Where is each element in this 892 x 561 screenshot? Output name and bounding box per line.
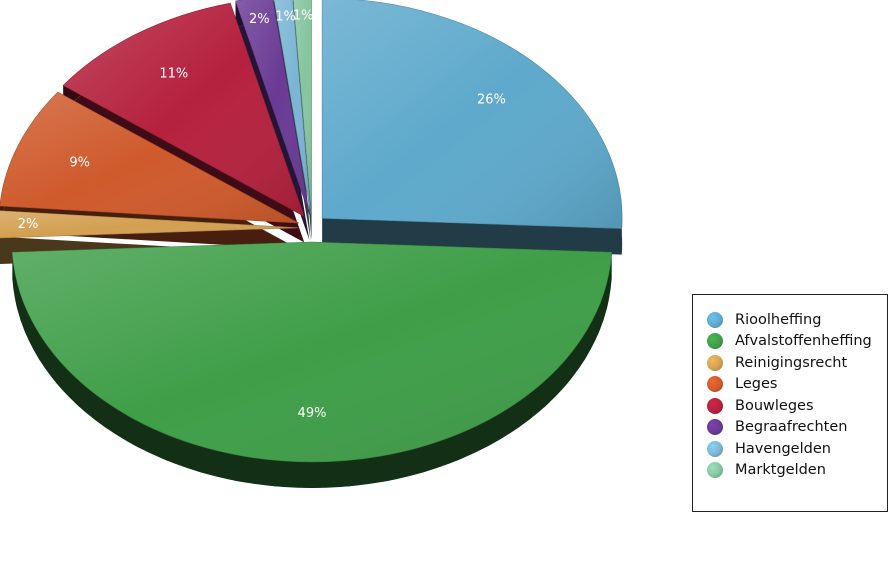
legend-item: Reinigingsrecht <box>707 352 887 374</box>
chart-legend: Rioolheffing Afvalstoffenheffing Reiniging… <box>692 294 888 512</box>
legend-swatch <box>707 376 723 393</box>
pie-slice-sheen <box>322 0 623 229</box>
pie-slice-sheen <box>63 3 305 217</box>
slice-label-afvalstoffenheffing: 49% <box>298 406 327 421</box>
slice-label-rioolheffing: 26% <box>477 92 506 107</box>
legend-swatch <box>707 333 723 350</box>
legend-label: Begraafrechten <box>735 419 848 436</box>
pie-slice-sheen <box>293 0 312 215</box>
slice-label-havengelden: 1% <box>275 9 296 24</box>
slice-label-marktgelden: 1% <box>293 9 314 24</box>
legend-swatch <box>707 462 723 479</box>
pie-slice-sheen <box>235 0 310 215</box>
legend-swatch <box>707 311 723 328</box>
legend-item: Marktgelden <box>707 460 887 482</box>
pie-slice-sheen <box>274 0 311 215</box>
legend-item: Rioolheffing <box>707 309 887 331</box>
legend-item: Begraafrechten <box>707 417 887 439</box>
legend-swatch <box>707 354 723 371</box>
legend-swatch <box>707 397 723 414</box>
legend-label: Leges <box>735 376 778 393</box>
legend-swatch <box>707 440 723 457</box>
legend-item: Leges <box>707 374 887 396</box>
legend-swatch <box>707 419 723 436</box>
legend-label: Afvalstoffenheffing <box>735 333 872 350</box>
legend-item: Bouwleges <box>707 395 887 417</box>
slice-label-leges: 9% <box>69 156 90 171</box>
legend-label: Havengelden <box>735 440 831 457</box>
legend-label: Rioolheffing <box>735 311 822 328</box>
legend-label: Bouwleges <box>735 397 814 414</box>
pie-slice-sheen <box>12 242 612 463</box>
legend-label: Marktgelden <box>735 462 826 479</box>
slice-label-begraafrechten: 2% <box>249 12 270 27</box>
pie-slice-sheen <box>0 210 299 238</box>
slice-label-bouwleges: 11% <box>159 66 188 81</box>
pie-slice-sheen <box>0 92 299 224</box>
legend-item: Havengelden <box>707 438 887 460</box>
slice-label-reinigingsrecht: 2% <box>18 217 39 232</box>
legend-item: Afvalstoffenheffing <box>707 331 887 353</box>
legend-label: Reinigingsrecht <box>735 354 848 371</box>
